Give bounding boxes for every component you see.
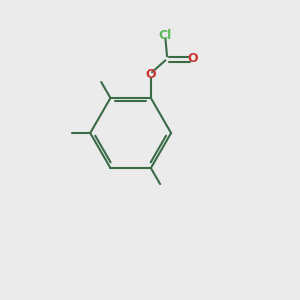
Text: O: O bbox=[188, 52, 198, 65]
Text: O: O bbox=[146, 68, 156, 81]
Text: Cl: Cl bbox=[158, 29, 171, 42]
